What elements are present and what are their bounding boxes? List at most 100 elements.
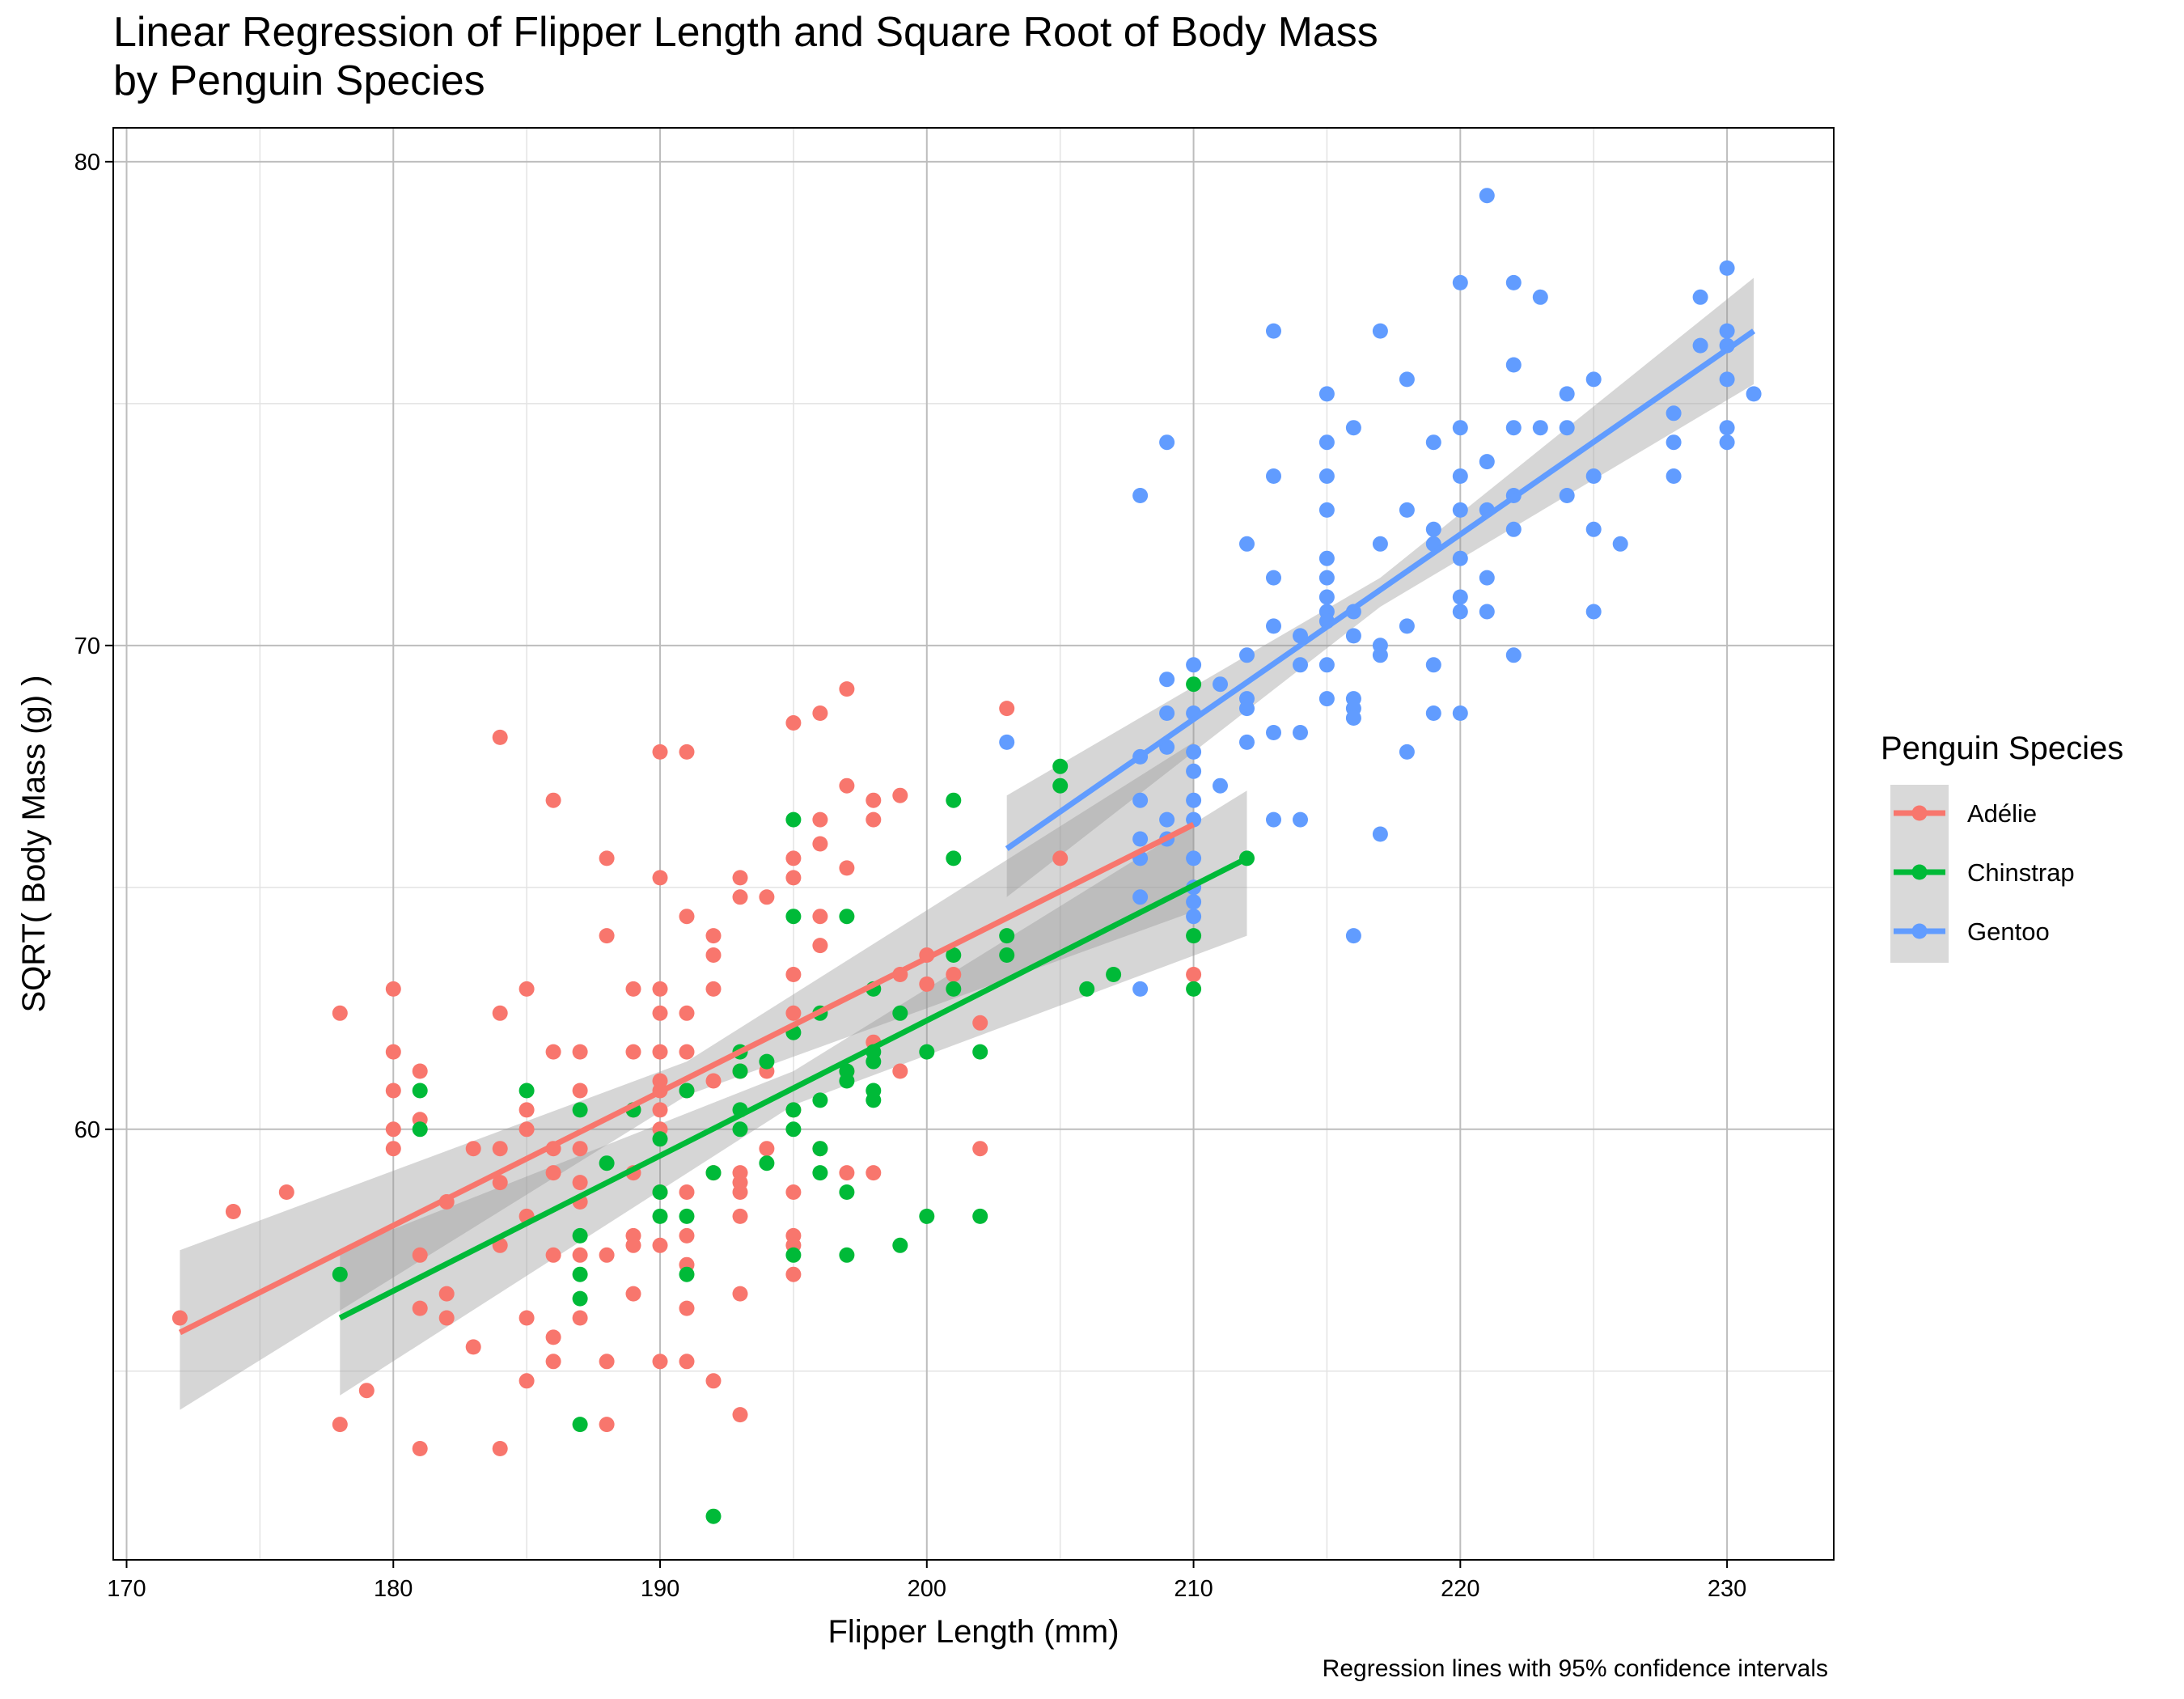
plot-panel-border	[112, 127, 1835, 1561]
data-point	[652, 1102, 668, 1118]
data-point	[679, 1083, 695, 1099]
confidence-ribbons	[180, 278, 1754, 1410]
data-point	[679, 1184, 695, 1200]
data-point	[1159, 811, 1175, 828]
x-axis: 170 180 190 200 210 220 230	[107, 1560, 1746, 1602]
data-point	[1585, 468, 1602, 484]
data-point	[385, 1083, 401, 1099]
data-point	[545, 792, 561, 808]
data-point	[812, 1165, 828, 1181]
data-point	[492, 1141, 508, 1157]
data-point	[1052, 777, 1069, 794]
data-point	[1559, 488, 1575, 503]
data-point	[1479, 454, 1495, 470]
data-point	[1239, 536, 1255, 552]
data-point	[1318, 502, 1335, 518]
data-point	[1479, 604, 1495, 620]
data-point	[1293, 811, 1308, 828]
data-point	[812, 836, 828, 852]
data-point	[892, 1237, 908, 1253]
data-point	[332, 1266, 348, 1282]
data-point	[919, 976, 935, 992]
data-point	[1452, 468, 1468, 484]
data-point	[866, 1165, 882, 1181]
data-point	[1052, 850, 1069, 866]
legend-title: Penguin Species	[1881, 731, 2123, 766]
data-point	[839, 909, 855, 925]
data-point	[171, 1310, 188, 1326]
data-point	[1372, 826, 1388, 842]
data-point	[1505, 521, 1522, 537]
data-point	[679, 1227, 695, 1244]
data-point	[866, 811, 882, 828]
data-point	[759, 1053, 775, 1070]
data-point	[1052, 758, 1069, 774]
y-tick-label: 80	[74, 150, 100, 176]
data-point	[599, 1155, 615, 1172]
data-point	[545, 1247, 561, 1263]
data-point	[1186, 676, 1202, 693]
data-point	[892, 787, 908, 803]
chart-title-line-1: Linear Regression of Flipper Length and …	[113, 9, 1378, 56]
data-point	[225, 1204, 241, 1219]
data-point	[705, 928, 722, 944]
data-point	[1585, 371, 1602, 388]
data-point	[1186, 981, 1202, 997]
data-point	[732, 1121, 748, 1138]
data-point	[1318, 386, 1335, 402]
data-point	[759, 1155, 775, 1172]
x-tick-label: 170	[107, 1576, 146, 1602]
data-point	[1318, 434, 1335, 451]
data-point	[1425, 434, 1441, 451]
data-point	[732, 1407, 748, 1423]
x-tick-label: 210	[1174, 1576, 1213, 1602]
data-point	[412, 1121, 428, 1138]
data-point	[946, 967, 962, 982]
data-point	[1345, 710, 1361, 726]
data-point	[679, 744, 695, 760]
data-point	[1425, 657, 1441, 673]
data-point	[785, 1266, 802, 1282]
data-point	[599, 1354, 615, 1370]
legend-key-point	[1911, 923, 1928, 939]
data-point	[919, 1044, 935, 1060]
data-point	[785, 1247, 802, 1263]
regression-line	[1005, 328, 1756, 851]
data-point	[679, 1044, 695, 1060]
data-point	[1318, 589, 1335, 605]
data-point	[1186, 744, 1202, 760]
data-point	[1452, 550, 1468, 566]
data-point	[412, 1300, 428, 1316]
data-point	[1132, 981, 1149, 997]
data-point	[785, 1102, 802, 1118]
data-point	[1559, 420, 1575, 436]
legend-key-point	[1911, 864, 1928, 880]
data-point	[1585, 521, 1602, 537]
data-point	[465, 1339, 481, 1355]
data-point	[1452, 604, 1468, 620]
data-point	[732, 889, 748, 905]
data-point	[545, 1165, 561, 1181]
data-point	[652, 1354, 668, 1370]
major-gridlines	[113, 128, 1834, 1560]
data-point	[652, 1131, 668, 1147]
data-point	[1213, 777, 1228, 794]
data-point	[1559, 386, 1575, 402]
data-point	[839, 1184, 855, 1200]
data-point	[545, 1329, 561, 1345]
data-point	[999, 701, 1015, 717]
data-point	[946, 981, 962, 997]
data-point	[839, 860, 855, 876]
data-point	[1266, 725, 1281, 740]
data-point	[1479, 570, 1495, 586]
legend: Penguin Species Adélie Chinstrap Gentoo	[1881, 731, 2123, 963]
data-point	[972, 1208, 988, 1224]
data-point	[705, 947, 722, 963]
data-point	[572, 1044, 588, 1060]
data-point	[572, 1266, 588, 1282]
data-point	[839, 1165, 855, 1181]
data-point	[412, 1441, 428, 1456]
data-point	[652, 1208, 668, 1224]
data-point	[785, 811, 802, 828]
data-point	[1746, 386, 1762, 402]
